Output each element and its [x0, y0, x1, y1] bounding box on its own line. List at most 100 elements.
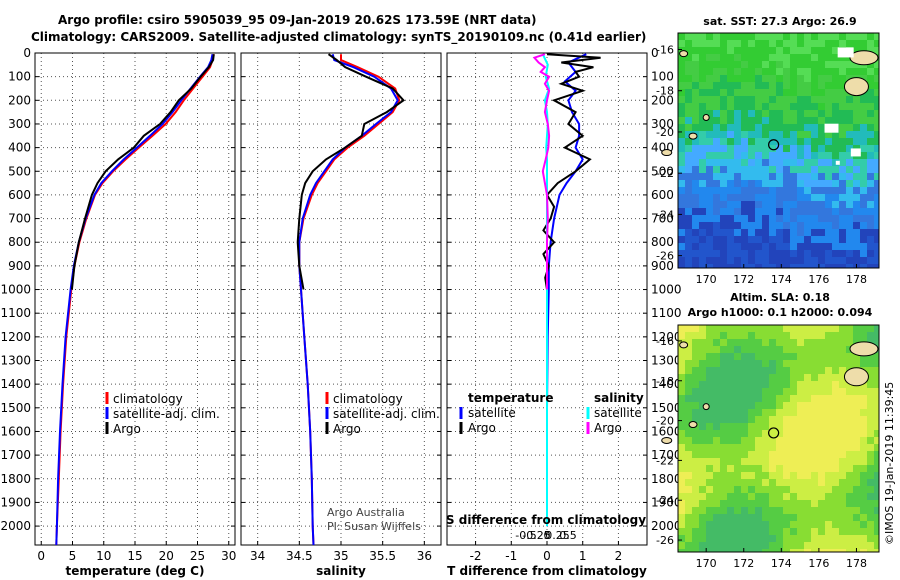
map-cell — [762, 208, 769, 215]
map-cell — [797, 257, 804, 264]
map-cell — [734, 124, 741, 131]
map-cell — [769, 493, 776, 500]
map-cell — [769, 47, 776, 54]
map-cell — [811, 542, 818, 549]
map-cell — [720, 215, 727, 222]
map-cell — [867, 493, 874, 500]
map-cell — [699, 416, 706, 423]
island-outline — [849, 50, 879, 66]
map-cell — [811, 208, 818, 215]
y-tick-label-right: 1800 — [651, 472, 682, 486]
map-cell — [832, 82, 839, 89]
map-cell — [706, 194, 713, 201]
map-cell — [867, 145, 874, 152]
y-tick-label: 100 — [8, 70, 31, 84]
map-cell — [853, 451, 860, 458]
map-cell — [755, 528, 762, 535]
map-cell — [720, 465, 727, 472]
map-cell — [692, 257, 699, 264]
map-cell — [853, 257, 860, 264]
map-cell — [790, 472, 797, 479]
map-cell — [748, 514, 755, 521]
map-cell — [825, 131, 832, 138]
map-cell — [839, 479, 846, 486]
map-cell — [790, 173, 797, 180]
map-cell — [685, 110, 692, 117]
map-cell — [713, 243, 720, 250]
map-cell — [706, 437, 713, 444]
map-cell — [734, 250, 741, 257]
map-cell — [692, 402, 699, 409]
map-cell — [741, 465, 748, 472]
map-cell — [734, 257, 741, 264]
map-cell — [678, 500, 685, 507]
map-cell — [860, 250, 867, 257]
map-cell — [860, 138, 867, 145]
map-cell — [741, 68, 748, 75]
map-cell — [825, 222, 832, 229]
map-cell — [811, 40, 818, 47]
map-cell — [818, 430, 825, 437]
map-cell — [825, 507, 832, 514]
map-cell — [741, 381, 748, 388]
map-cell — [818, 409, 825, 416]
map-cell — [776, 40, 783, 47]
map-cell — [692, 542, 699, 549]
map-cell — [832, 40, 839, 47]
map-cell — [727, 96, 734, 103]
map-cell — [874, 194, 879, 201]
map-cell — [783, 222, 790, 229]
map-cell — [783, 236, 790, 243]
map-cell — [713, 507, 720, 514]
x-tick-label: 34.5 — [286, 549, 313, 563]
map-cell — [811, 145, 818, 152]
map-cell — [734, 194, 741, 201]
map-cell — [755, 458, 762, 465]
map-cell — [776, 187, 783, 194]
map-cell — [776, 61, 783, 68]
map-cell — [727, 40, 734, 47]
map-cell — [699, 187, 706, 194]
map-cell — [699, 250, 706, 257]
map-cell — [755, 409, 762, 416]
map-cell — [804, 367, 811, 374]
map-cell — [811, 257, 818, 264]
map-cell — [755, 339, 762, 346]
map-cell — [825, 514, 832, 521]
island-outline — [843, 367, 869, 387]
map-cell — [769, 82, 776, 89]
map-cell — [734, 187, 741, 194]
map-cell — [846, 500, 853, 507]
map-cell — [832, 332, 839, 339]
map-cell — [748, 82, 755, 89]
map-cell — [720, 117, 727, 124]
map-cell — [811, 138, 818, 145]
map-cell — [776, 437, 783, 444]
map-cell — [685, 103, 692, 110]
map-cell — [874, 82, 879, 89]
map-cell — [755, 486, 762, 493]
map-cell — [762, 549, 769, 552]
map-cell — [727, 542, 734, 549]
map-cell — [797, 243, 804, 250]
map-cell — [797, 430, 804, 437]
map-cell — [720, 493, 727, 500]
map-cell — [818, 201, 825, 208]
map-cell — [776, 222, 783, 229]
map-cell — [685, 187, 692, 194]
map-cell — [762, 40, 769, 47]
map-cell — [685, 33, 692, 40]
map-cell — [839, 339, 846, 346]
map-cell — [797, 236, 804, 243]
map-cell — [734, 159, 741, 166]
x-tick-label: 10 — [96, 549, 111, 563]
map-cell — [741, 103, 748, 110]
map-cell — [860, 229, 867, 236]
map-cell — [678, 542, 685, 549]
map-cell — [825, 264, 832, 268]
map-cell — [867, 479, 874, 486]
map-cell — [713, 201, 720, 208]
map-cell — [734, 374, 741, 381]
map-cell — [762, 187, 769, 194]
map-cell — [853, 542, 860, 549]
